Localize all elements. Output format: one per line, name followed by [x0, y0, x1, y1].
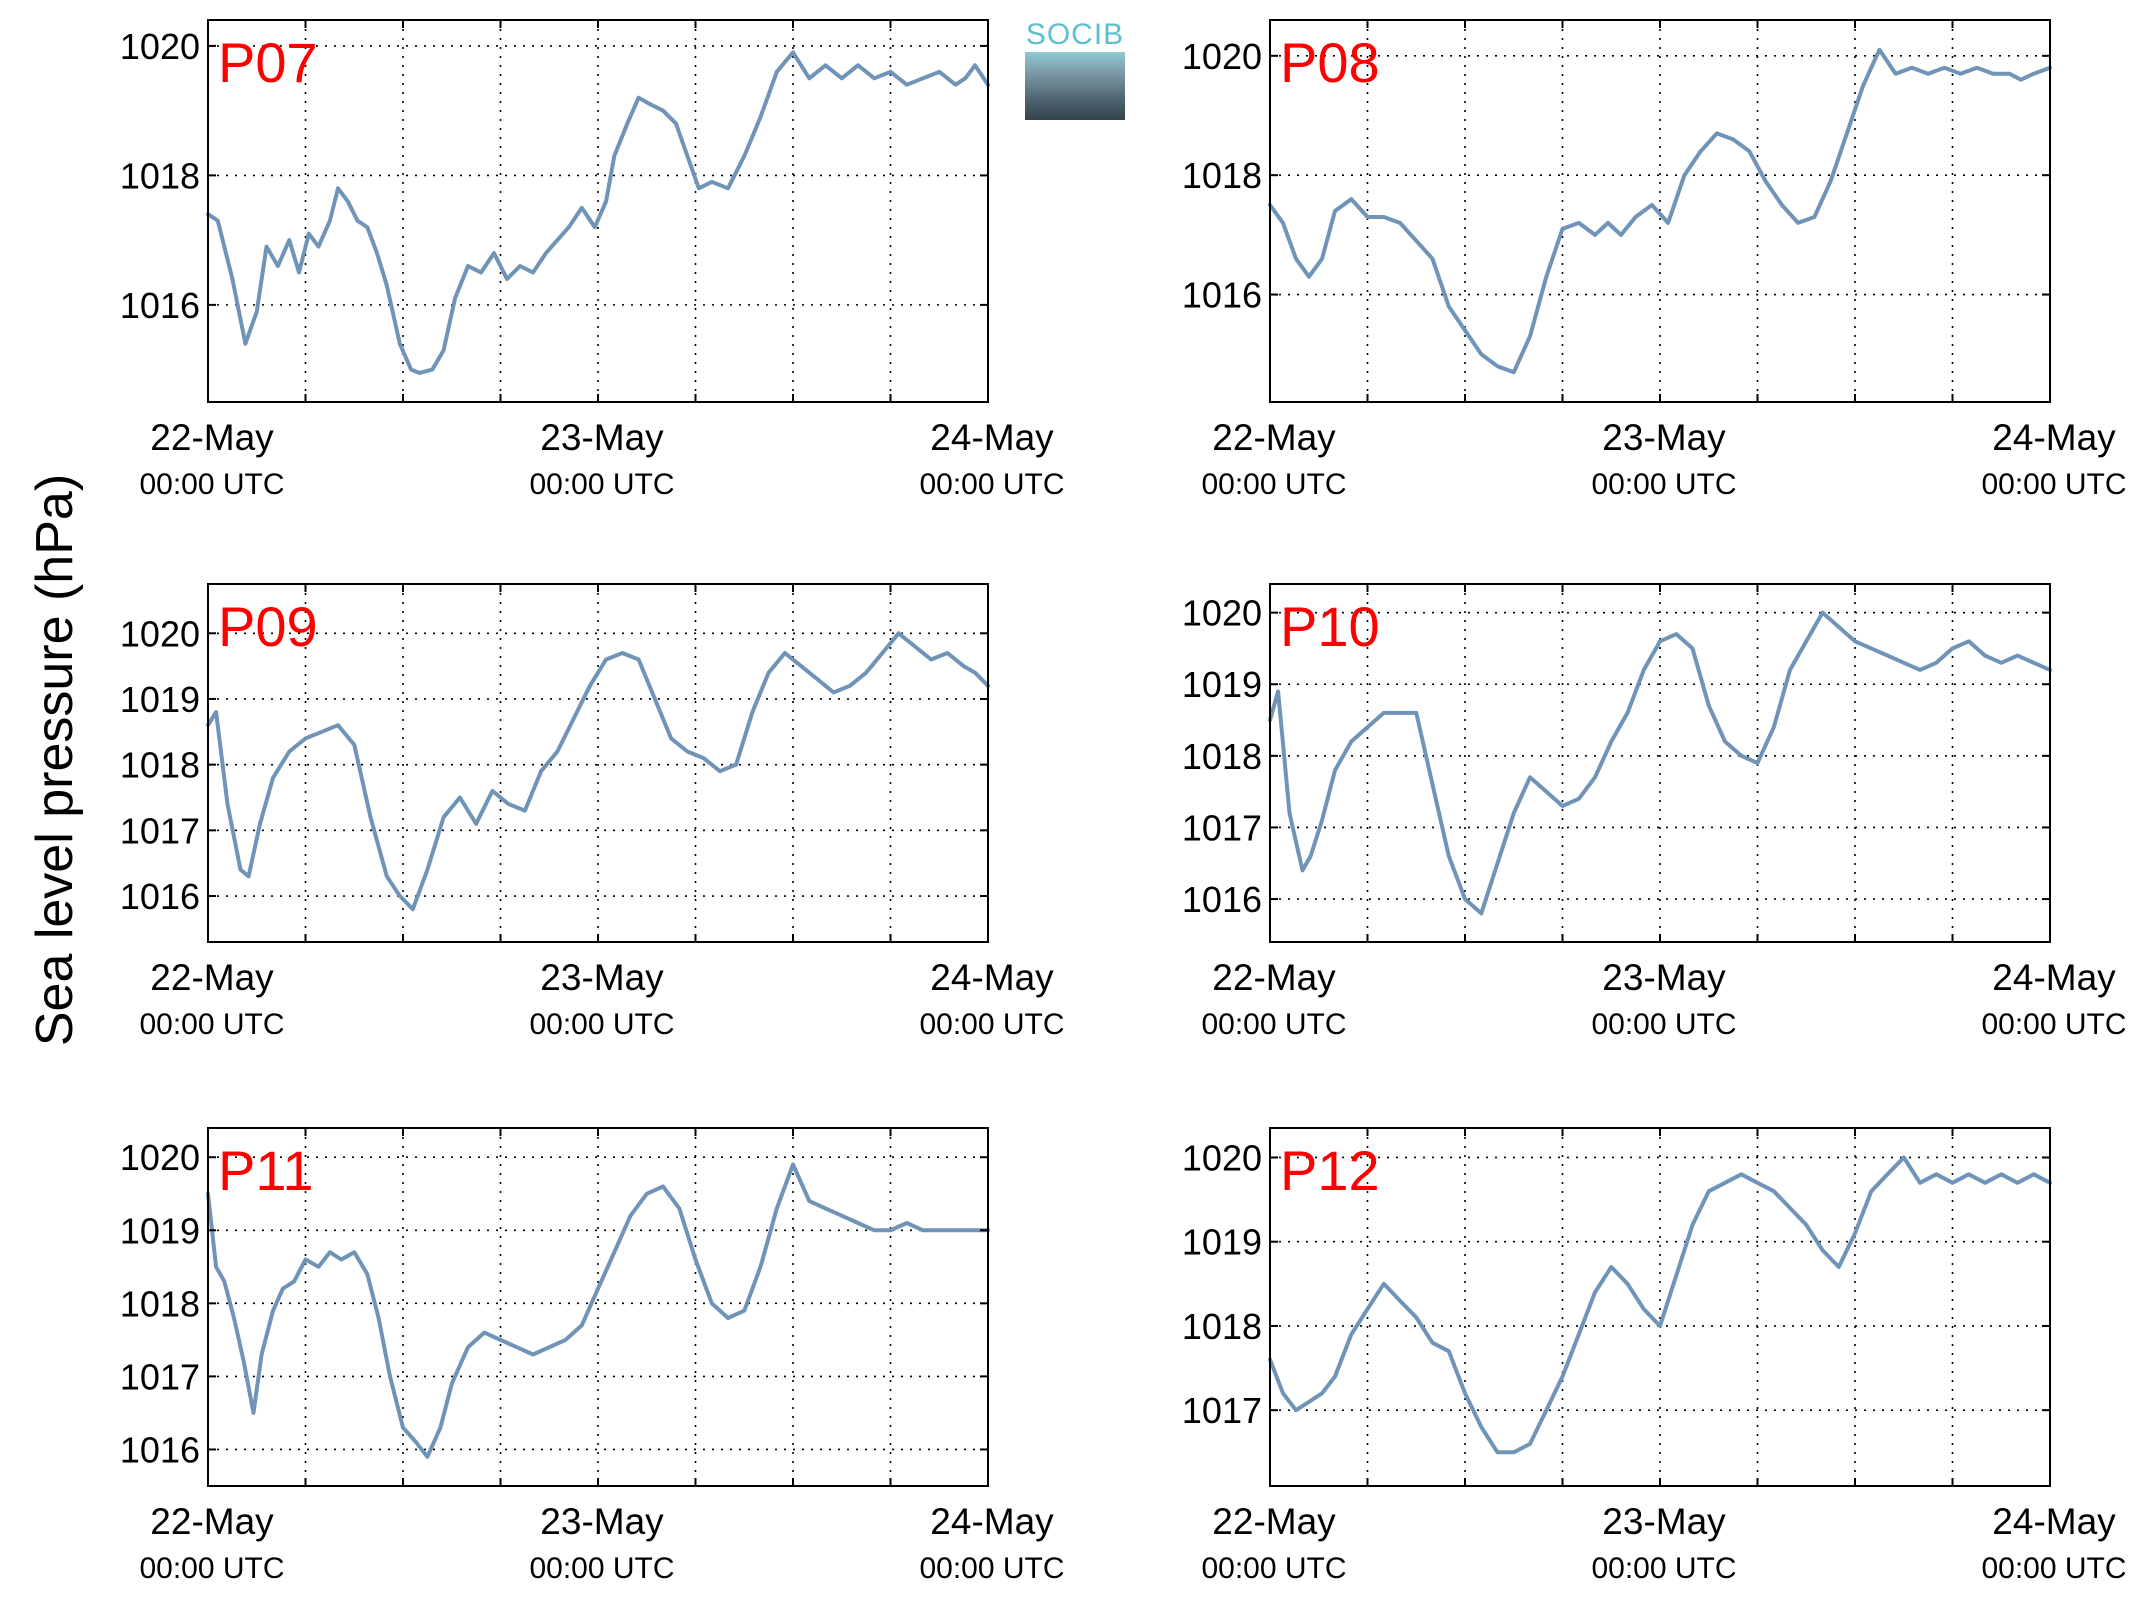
y-tick-label: 1020 — [120, 613, 200, 654]
y-tick-label: 1016 — [120, 1429, 200, 1470]
logo-text: SOCIB — [1025, 18, 1125, 51]
x-tick-date: 24-May — [930, 417, 1054, 458]
x-tick-date: 23-May — [540, 1501, 664, 1542]
x-tick-date: 22-May — [150, 417, 274, 458]
station-label: P07 — [218, 31, 318, 94]
x-tick-date: 22-May — [150, 1501, 274, 1542]
pressure-line-p11 — [206, 1162, 990, 1459]
x-tick-date: 23-May — [1602, 417, 1726, 458]
x-tick-time: 00:00 UTC — [1981, 1552, 2126, 1585]
y-tick-label: 1020 — [120, 26, 200, 67]
y-tick-label: 1019 — [120, 679, 200, 720]
x-tick-date: 22-May — [1212, 957, 1336, 998]
x-tick-time: 00:00 UTC — [529, 1552, 674, 1585]
x-tick-time: 00:00 UTC — [1591, 1008, 1736, 1041]
station-label: P11 — [218, 1139, 313, 1202]
pressure-line-p10 — [1268, 610, 2052, 916]
station-label: P12 — [1280, 1139, 1380, 1202]
station-label: P10 — [1280, 595, 1380, 658]
axes-frame — [1269, 1127, 2051, 1487]
subplot-p10: 1016 1017 1018 1019 1020 22-May 00:00 UTC 23-Ma… — [1182, 583, 2127, 1041]
x-tick-time: 00:00 UTC — [139, 1552, 284, 1585]
x-tick-date: 24-May — [930, 957, 1054, 998]
y-tick-label: 1020 — [1182, 1137, 1262, 1178]
y-tick-label: 1020 — [1182, 593, 1262, 634]
socib-logo: SOCIB — [1025, 18, 1125, 120]
subplots: 1016 1018 1020 22-May 00:00 UTC 23-May 00:00 U… — [120, 19, 2127, 1585]
axes-frame — [207, 1127, 989, 1487]
pressure-line-p09 — [206, 631, 990, 912]
subplot-p08: 1016 1018 1020 22-May 00:00 UTC 23-May 00:00 U… — [1182, 19, 2127, 501]
x-tick-date: 23-May — [540, 957, 664, 998]
axes-frame — [207, 583, 989, 943]
x-tick-time: 00:00 UTC — [919, 1552, 1064, 1585]
x-tick-time: 00:00 UTC — [919, 468, 1064, 501]
x-tick-time: 00:00 UTC — [919, 1008, 1064, 1041]
y-tick-label: 1016 — [120, 876, 200, 917]
y-tick-label: 1017 — [120, 1356, 200, 1397]
axes-frame — [1269, 583, 2051, 943]
pressure-line-p08 — [1268, 47, 2052, 375]
x-tick-date: 24-May — [930, 1501, 1054, 1542]
x-tick-date: 23-May — [1602, 1501, 1726, 1542]
x-tick-time: 00:00 UTC — [1201, 468, 1346, 501]
x-tick-date: 22-May — [1212, 417, 1336, 458]
x-tick-time: 00:00 UTC — [1591, 468, 1736, 501]
x-tick-time: 00:00 UTC — [139, 468, 284, 501]
y-tick-label: 1017 — [1182, 807, 1262, 848]
x-tick-date: 24-May — [1992, 417, 2116, 458]
x-tick-time: 00:00 UTC — [1201, 1008, 1346, 1041]
y-tick-label: 1017 — [1182, 1390, 1262, 1431]
x-tick-date: 22-May — [150, 957, 274, 998]
y-tick-label: 1016 — [120, 285, 200, 326]
station-label: P09 — [218, 595, 318, 658]
x-tick-date: 24-May — [1992, 957, 2116, 998]
y-tick-label: 1018 — [120, 745, 200, 786]
subplot-p12: 1017 1018 1019 1020 22-May 00:00 UTC 23-May 00:… — [1182, 1127, 2127, 1585]
pressure-line-p12 — [1268, 1155, 2052, 1455]
y-tick-label: 1020 — [120, 1137, 200, 1178]
y-tick-label: 1016 — [1182, 879, 1262, 920]
x-tick-date: 23-May — [1602, 957, 1726, 998]
y-tick-label: 1018 — [120, 155, 200, 196]
x-tick-time: 00:00 UTC — [529, 468, 674, 501]
station-label: P08 — [1280, 31, 1380, 94]
x-tick-time: 00:00 UTC — [529, 1008, 674, 1041]
y-tick-label: 1019 — [120, 1210, 200, 1251]
logo-graphic — [1025, 52, 1125, 120]
y-tick-label: 1018 — [1182, 155, 1262, 196]
y-tick-label: 1018 — [120, 1283, 200, 1324]
pressure-line-p07 — [206, 50, 990, 375]
y-tick-label: 1019 — [1182, 1222, 1262, 1263]
subplot-p07: 1016 1018 1020 22-May 00:00 UTC 23-May 00:00 U… — [120, 19, 1065, 501]
y-tick-label: 1017 — [120, 810, 200, 851]
x-tick-time: 00:00 UTC — [1591, 1552, 1736, 1585]
x-tick-time: 00:00 UTC — [1981, 468, 2126, 501]
x-tick-time: 00:00 UTC — [1201, 1552, 1346, 1585]
x-tick-date: 24-May — [1992, 1501, 2116, 1542]
y-tick-label: 1016 — [1182, 275, 1262, 316]
x-tick-time: 00:00 UTC — [139, 1008, 284, 1041]
y-tick-label: 1019 — [1182, 664, 1262, 705]
subplot-p11: 1016 1017 1018 1019 1020 22-May 00:00 UTC 23-Ma… — [120, 1127, 1065, 1585]
y-tick-label: 1020 — [1182, 36, 1262, 77]
y-tick-label: 1018 — [1182, 736, 1262, 777]
x-tick-date: 23-May — [540, 417, 664, 458]
subplot-p09: 1016 1017 1018 1019 1020 22-May 00:00 UTC 23-Ma… — [120, 583, 1065, 1041]
y-axis-label: Sea level pressure (hPa) — [26, 474, 84, 1046]
x-tick-time: 00:00 UTC — [1981, 1008, 2126, 1041]
x-tick-date: 22-May — [1212, 1501, 1336, 1542]
y-tick-label: 1018 — [1182, 1306, 1262, 1347]
